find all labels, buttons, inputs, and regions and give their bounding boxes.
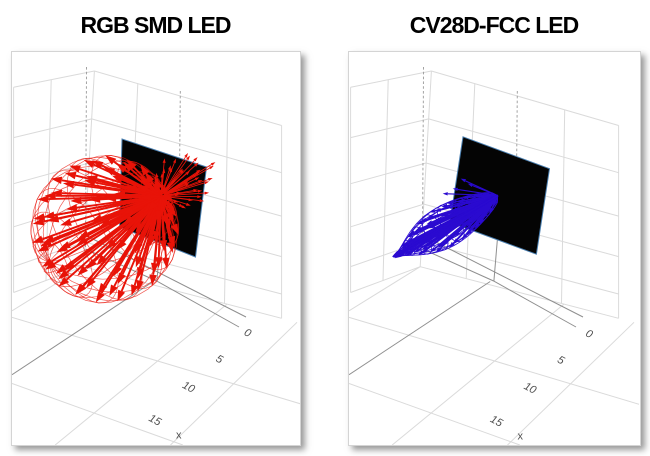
svg-text:x: x [176, 430, 182, 442]
svg-text:10: 10 [180, 379, 197, 396]
svg-text:15: 15 [147, 412, 164, 429]
svg-text:0: 0 [583, 328, 595, 342]
svg-text:5: 5 [214, 353, 226, 367]
svg-text:x: x [518, 431, 524, 443]
svg-text:5: 5 [555, 354, 567, 368]
svg-text:0: 0 [242, 327, 254, 341]
svg-text:15: 15 [488, 413, 505, 430]
svg-text:10: 10 [522, 380, 539, 397]
